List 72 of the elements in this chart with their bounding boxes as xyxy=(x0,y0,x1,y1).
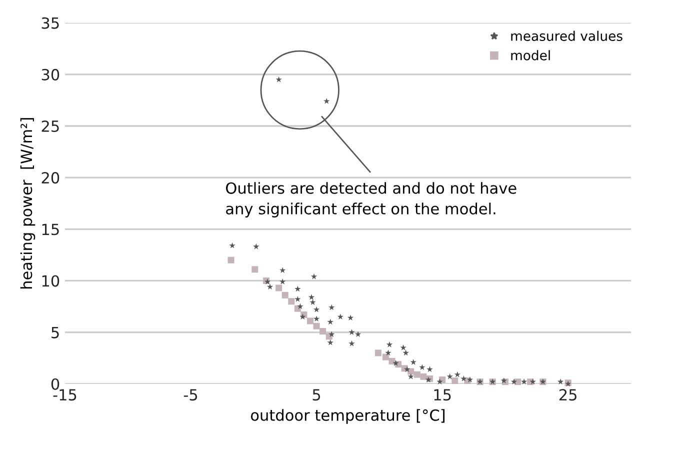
point xyxy=(420,373,427,380)
point xyxy=(328,331,335,337)
point xyxy=(313,322,320,330)
x-tick-label: 25 xyxy=(559,389,576,401)
point xyxy=(446,373,453,380)
point xyxy=(313,316,320,322)
point xyxy=(337,314,344,320)
point xyxy=(327,318,334,325)
point xyxy=(288,298,295,305)
legend-label: model xyxy=(511,50,550,60)
x-axis-title: outdoor temperature [°C] xyxy=(250,409,444,424)
point xyxy=(557,378,564,384)
point xyxy=(520,378,528,384)
point xyxy=(276,284,282,292)
y-tick-label: 25 xyxy=(42,120,59,132)
point xyxy=(466,376,474,382)
y-tick-label: 10 xyxy=(42,275,60,287)
y-tick-label: 0 xyxy=(51,378,60,390)
point xyxy=(306,318,314,324)
point xyxy=(408,373,414,380)
point xyxy=(460,375,467,382)
point xyxy=(279,278,286,284)
point xyxy=(414,371,420,378)
point xyxy=(324,98,330,104)
point xyxy=(229,242,236,248)
point xyxy=(294,286,301,292)
point xyxy=(308,294,315,300)
point xyxy=(388,358,396,364)
point xyxy=(276,76,282,82)
x-tick-label: -5 xyxy=(184,389,198,401)
y-axis-title: heating power [W/m²] xyxy=(20,118,36,288)
point xyxy=(266,284,274,290)
point xyxy=(348,329,355,335)
point xyxy=(402,350,409,356)
point xyxy=(454,371,460,378)
point xyxy=(313,306,320,312)
point xyxy=(228,256,234,264)
point xyxy=(419,364,426,370)
point xyxy=(410,358,416,365)
y-tick-label: 5 xyxy=(52,326,59,338)
y-tick-label: 20 xyxy=(42,172,60,184)
point xyxy=(252,266,258,273)
point xyxy=(253,243,260,250)
x-tick-label: 5 xyxy=(312,389,320,401)
point xyxy=(386,341,393,348)
point xyxy=(392,360,399,366)
x-tick-label: 15 xyxy=(434,389,451,401)
point xyxy=(279,267,286,274)
point xyxy=(382,354,389,360)
y-tick-label: 30 xyxy=(42,68,60,80)
point xyxy=(328,304,335,310)
point xyxy=(310,273,318,280)
point xyxy=(282,292,288,298)
point xyxy=(436,378,443,384)
point xyxy=(354,331,362,337)
point xyxy=(426,366,433,372)
point xyxy=(297,303,304,310)
legend-label: measured values xyxy=(511,30,622,41)
y-tick-label: 15 xyxy=(42,224,59,236)
point xyxy=(348,340,355,346)
point xyxy=(374,350,382,356)
point xyxy=(514,378,522,386)
point xyxy=(452,378,458,384)
y-tick-label: 35 xyxy=(42,17,59,29)
point xyxy=(347,314,354,320)
point xyxy=(320,328,326,335)
point xyxy=(310,299,316,306)
point xyxy=(327,339,334,346)
point xyxy=(404,366,410,372)
annotation: Outliers are detected and do not have any significant effect on the model. xyxy=(226,182,516,218)
point xyxy=(385,350,392,356)
x-tick-label: -15 xyxy=(53,389,76,401)
